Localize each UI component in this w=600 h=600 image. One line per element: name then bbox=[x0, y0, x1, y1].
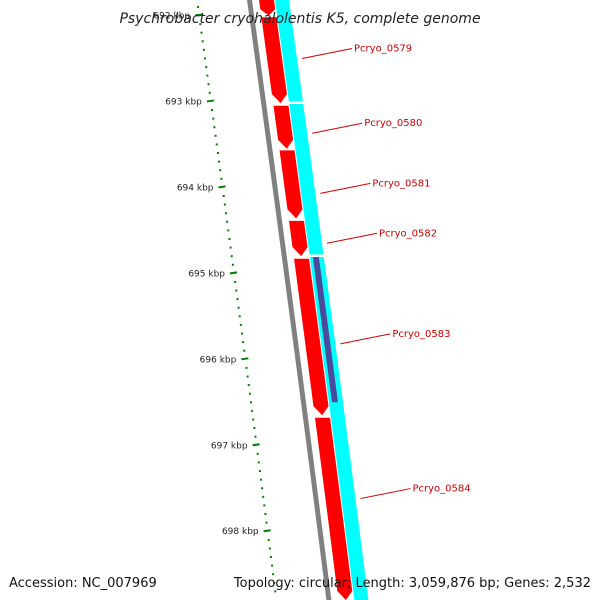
gene-leader-line bbox=[301, 47, 353, 59]
tick-label: 696 kbp bbox=[200, 355, 237, 365]
gene-label: Pcryo_0580 bbox=[364, 118, 422, 129]
forward-cds-7 bbox=[314, 417, 353, 600]
gene-leader-line bbox=[340, 333, 391, 345]
major-tick bbox=[194, 13, 203, 17]
major-tick bbox=[252, 443, 260, 447]
tick-label: 692 kbp bbox=[153, 11, 190, 21]
highlighted-feature bbox=[312, 257, 338, 403]
forward-cds-1 bbox=[259, 0, 276, 16]
tick-label: 695 kbp bbox=[188, 269, 225, 279]
forward-cds-6 bbox=[294, 258, 329, 416]
forward-cds-3 bbox=[273, 105, 294, 149]
gene-label: Pcryo_0581 bbox=[372, 178, 430, 189]
reverse-segment-2 bbox=[289, 104, 324, 255]
gene-label: Pcryo_0579 bbox=[354, 43, 412, 54]
forward-cds-4 bbox=[279, 150, 303, 219]
forward-cds-2 bbox=[261, 17, 287, 104]
major-tick bbox=[218, 185, 226, 189]
gene-label: Pcryo_0583 bbox=[392, 329, 450, 340]
major-tick bbox=[229, 271, 238, 275]
major-tick bbox=[241, 357, 249, 361]
tick-label: 697 kbp bbox=[211, 441, 248, 451]
map-title: Psychrobacter cryohalolentis K5, complet… bbox=[119, 11, 480, 27]
tick-label: 698 kbp bbox=[222, 527, 259, 537]
genome-summary-text: Topology: circular; Length: 3,059,876 bp… bbox=[233, 576, 591, 591]
tick-label: 693 kbp bbox=[165, 97, 202, 107]
accession-text: Accession: NC_007969 bbox=[9, 576, 157, 591]
major-tick bbox=[206, 99, 215, 103]
gene-label-layer: Pcryo_0579 Pcryo_0580 Pcryo_0581 Pcryo_0582… bbox=[301, 43, 471, 500]
gene-leader-line bbox=[326, 232, 378, 244]
major-tick bbox=[263, 529, 271, 533]
gene-leader-line bbox=[312, 122, 363, 134]
track-layer bbox=[247, 0, 369, 600]
gene-label: Pcryo_0584 bbox=[412, 484, 470, 495]
reverse-segment-1 bbox=[275, 0, 303, 102]
tick-label: 694 kbp bbox=[177, 183, 214, 193]
forward-cds-5 bbox=[289, 220, 308, 257]
gene-label: Pcryo_0582 bbox=[379, 228, 437, 239]
backbone-ring bbox=[247, 0, 332, 600]
gene-leader-line bbox=[360, 488, 411, 500]
gene-leader-line bbox=[320, 182, 371, 194]
tick-layer: 692 kbp 693 kbp 694 kbp 695 kbp 696 kbp 697 k… bbox=[153, 5, 277, 593]
